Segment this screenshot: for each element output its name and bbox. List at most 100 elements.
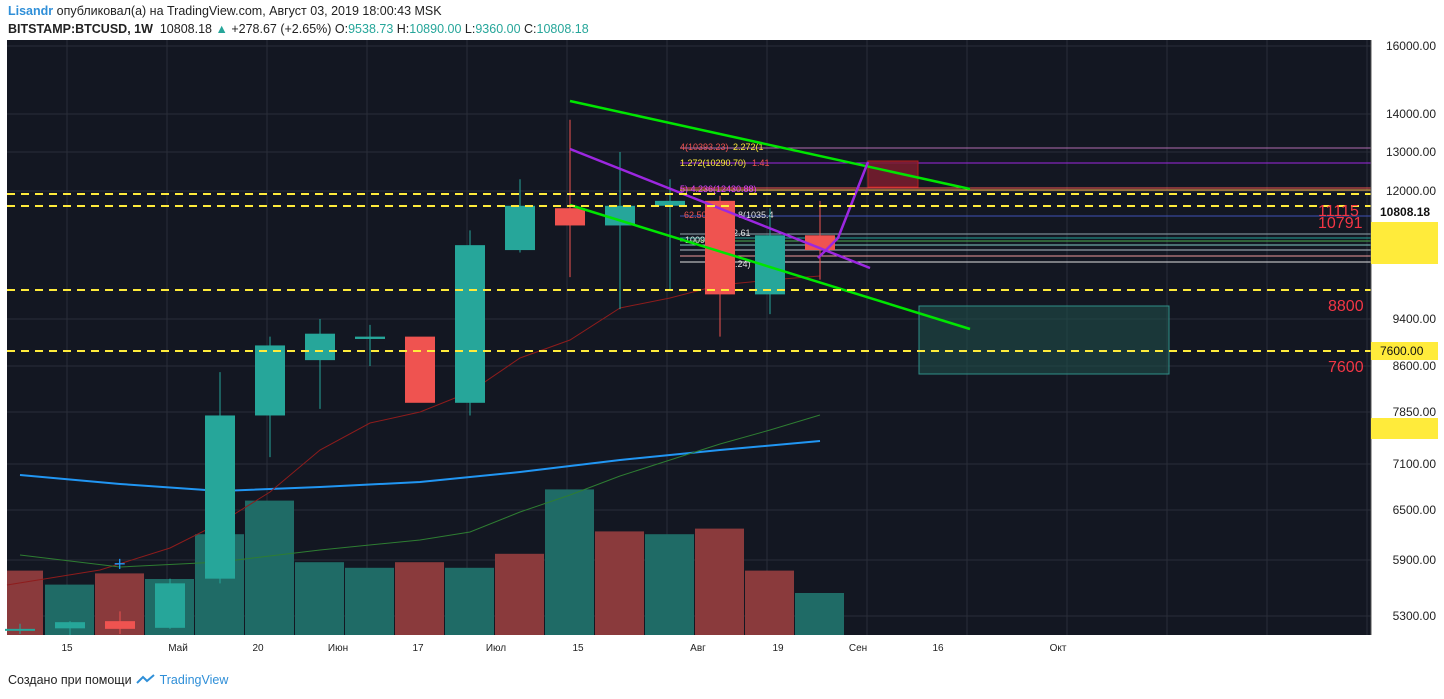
- chart-header-line1: Lisandr опубликовал(а) на TradingView.co…: [8, 4, 442, 18]
- y-tick-label: 6500.00: [1393, 503, 1437, 517]
- candle-body: [355, 336, 385, 339]
- x-tick-label: Июл: [486, 643, 506, 654]
- fib-label: 1.272(10290.70): [680, 158, 746, 168]
- up-arrow-icon: ▲: [215, 22, 228, 36]
- last-price: 10808.18: [159, 22, 212, 36]
- high-value: 10890.00: [409, 22, 462, 36]
- y-tick-label: 13000.00: [1386, 145, 1436, 159]
- fib-label: 8(1035.4: [738, 210, 774, 220]
- open-value: 9538.73: [348, 22, 394, 36]
- x-tick-label: Сен: [849, 643, 867, 654]
- x-tick-label: 20: [252, 643, 264, 654]
- candle-body: [5, 628, 35, 631]
- open-label: O:: [334, 22, 349, 36]
- chart-header-line2: BITSTAMP:BTCUSD, 1W 10808.18 ▲ +278.67 (…: [8, 22, 589, 36]
- channel-top-line: [569, 99, 971, 191]
- x-tick-label: Май: [168, 643, 188, 654]
- ma-blue-line: [19, 440, 821, 493]
- fib-label: 2.61: [733, 228, 751, 238]
- footer: Создано при помощи TradingView: [8, 673, 228, 687]
- y-tick-label: 9400.00: [1393, 312, 1437, 326]
- price-highlight-box: [1371, 222, 1438, 264]
- candle-body: [655, 200, 685, 206]
- fib-label: 5) 4.236(12430.88): [680, 184, 757, 194]
- fib-label: 62.50: [684, 210, 707, 220]
- volume-bar: [395, 562, 444, 635]
- x-tick-label: 15: [61, 643, 73, 654]
- candle-body: [305, 333, 335, 361]
- volume-bar: [495, 553, 544, 635]
- price-marker-box-7600: [1371, 342, 1438, 360]
- volume-bar: [345, 567, 394, 635]
- publish-info: опубликовал(а) на TradingView.com, Авгус…: [56, 4, 442, 18]
- crosshair-marker-icon: +: [113, 554, 126, 573]
- candle-body: [105, 621, 135, 629]
- y-tick-label: 16000.00: [1386, 40, 1436, 53]
- volume-bar: [545, 489, 594, 635]
- x-tick-label: 19: [772, 643, 784, 654]
- fib-label: 4(10393.23): [680, 142, 729, 152]
- price-change: +278.67 (+2.65%): [231, 22, 332, 36]
- level-label-8800: 8800: [1328, 298, 1364, 315]
- price-chart[interactable]: 4(10393.23) 2.272(1 1.272(10290.70) 1.41 5) …: [0, 40, 1444, 662]
- candle-body: [255, 345, 285, 416]
- y-tick-label: 5900.00: [1393, 553, 1437, 567]
- purple-projection-line: [817, 161, 870, 259]
- high-label: H:: [396, 22, 410, 36]
- x-axis[interactable]: 15 Май 20 Июн 17 Июл 15 Авг 19 Сен 16 Окт: [0, 635, 1371, 662]
- price-marker-last: 10808.18: [1380, 205, 1430, 219]
- volume-bar: [795, 593, 844, 635]
- x-tick-label: 16: [932, 643, 944, 654]
- x-tick-label: Авг: [690, 643, 706, 654]
- y-tick-label: 12000.00: [1386, 184, 1436, 198]
- volume-bar: [295, 562, 344, 635]
- fibonacci-levels: 4(10393.23) 2.272(1 1.272(10290.70) 1.41 5) …: [680, 142, 1371, 269]
- fib-label: 1.41: [752, 158, 770, 168]
- y-tick-label: 14000.00: [1386, 107, 1436, 121]
- candles: +: [5, 119, 835, 637]
- footer-text: Создано при помощи: [8, 673, 132, 687]
- price-highlight-box-lower: [1371, 418, 1438, 439]
- level-label-11115: 11115: [1318, 203, 1359, 220]
- volume-bar: [745, 570, 794, 635]
- drawings: [569, 99, 1170, 375]
- x-tick-label: 15: [572, 643, 584, 654]
- x-axis-bg: [0, 635, 1371, 662]
- tradingview-logo-icon: [135, 674, 155, 684]
- target-zone-teal: [918, 305, 1170, 375]
- volume-bar: [595, 531, 644, 635]
- purple-trend-line: [569, 147, 871, 270]
- x-tick-label: Окт: [1050, 643, 1067, 654]
- x-tick-label: Июн: [328, 643, 348, 654]
- y-tick-label: 8600.00: [1393, 359, 1437, 373]
- candle-body: [605, 205, 635, 226]
- volume-bar: [245, 500, 294, 635]
- low-value: 9360.00: [475, 22, 521, 36]
- close-label: C:: [524, 22, 537, 36]
- footer-brand[interactable]: TradingView: [159, 673, 229, 687]
- volume-bar: [7, 570, 43, 635]
- level-label-7600: 7600: [1328, 359, 1364, 376]
- ma-red-line: [6, 275, 821, 586]
- candle-body: [455, 245, 485, 403]
- volume-bar: [695, 528, 744, 635]
- target-zone-red: [867, 160, 919, 188]
- candle-body: [155, 583, 185, 628]
- price-marker-7600: 7600.00: [1380, 344, 1424, 358]
- candle-body: [505, 205, 535, 251]
- level-label-10791: 10791: [1318, 215, 1363, 232]
- y-tick-label: 7850.00: [1393, 405, 1437, 419]
- symbol-label: BITSTAMP:BTCUSD, 1W: [8, 22, 153, 36]
- low-label: L:: [464, 22, 476, 36]
- y-tick-label: 7100.00: [1393, 457, 1437, 471]
- y-tick-label: 5300.00: [1393, 609, 1437, 623]
- x-tick-label: 17: [412, 643, 424, 654]
- close-value: 10808.18: [536, 22, 589, 36]
- candle-body: [405, 336, 435, 403]
- y-axis[interactable]: 5300.00 5900.00 6500.00 7100.00 7850.00 8600.…: [1370, 40, 1444, 662]
- candle-body: [205, 415, 235, 579]
- fib-label: 2.272(1: [733, 142, 764, 152]
- candle-body: [55, 622, 85, 629]
- author-name[interactable]: Lisandr: [8, 4, 54, 18]
